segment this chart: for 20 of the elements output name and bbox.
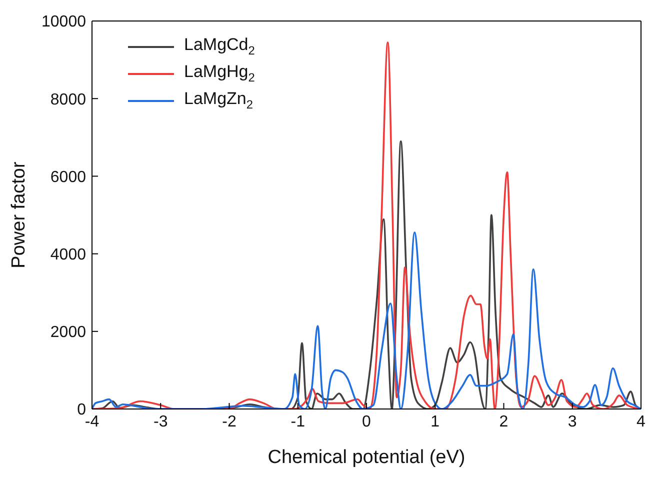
x-tick-label: -2	[222, 413, 236, 430]
x-tick-label: 3	[568, 413, 577, 430]
y-tick-label: 6000	[50, 168, 86, 186]
x-tick-label: 1	[430, 413, 440, 430]
y-tick-label: 10000	[42, 14, 86, 31]
legend-label: LaMgCd$_{2}$	[184, 35, 255, 58]
y-tick-label: 4000	[50, 246, 86, 264]
x-tick-label: 2	[499, 413, 508, 430]
x-tick-label: -4	[84, 413, 100, 430]
y-tick-label: 0	[77, 402, 86, 419]
x-tick-label: -1	[290, 413, 306, 430]
y-tick-label: 2000	[50, 324, 86, 342]
y-tick-label: 8000	[50, 91, 86, 108]
x-tick-label: 4	[636, 413, 646, 430]
x-tick-label: 0	[362, 413, 372, 430]
legend-label: LaMgHg$_{2}$	[184, 62, 255, 85]
legend-label: LaMgZn$_{2}$	[184, 89, 253, 112]
y-axis-title: Power factor	[8, 161, 30, 268]
x-axis-title: Chemical potential (eV)	[268, 447, 466, 468]
x-tick-label: -3	[154, 413, 168, 430]
